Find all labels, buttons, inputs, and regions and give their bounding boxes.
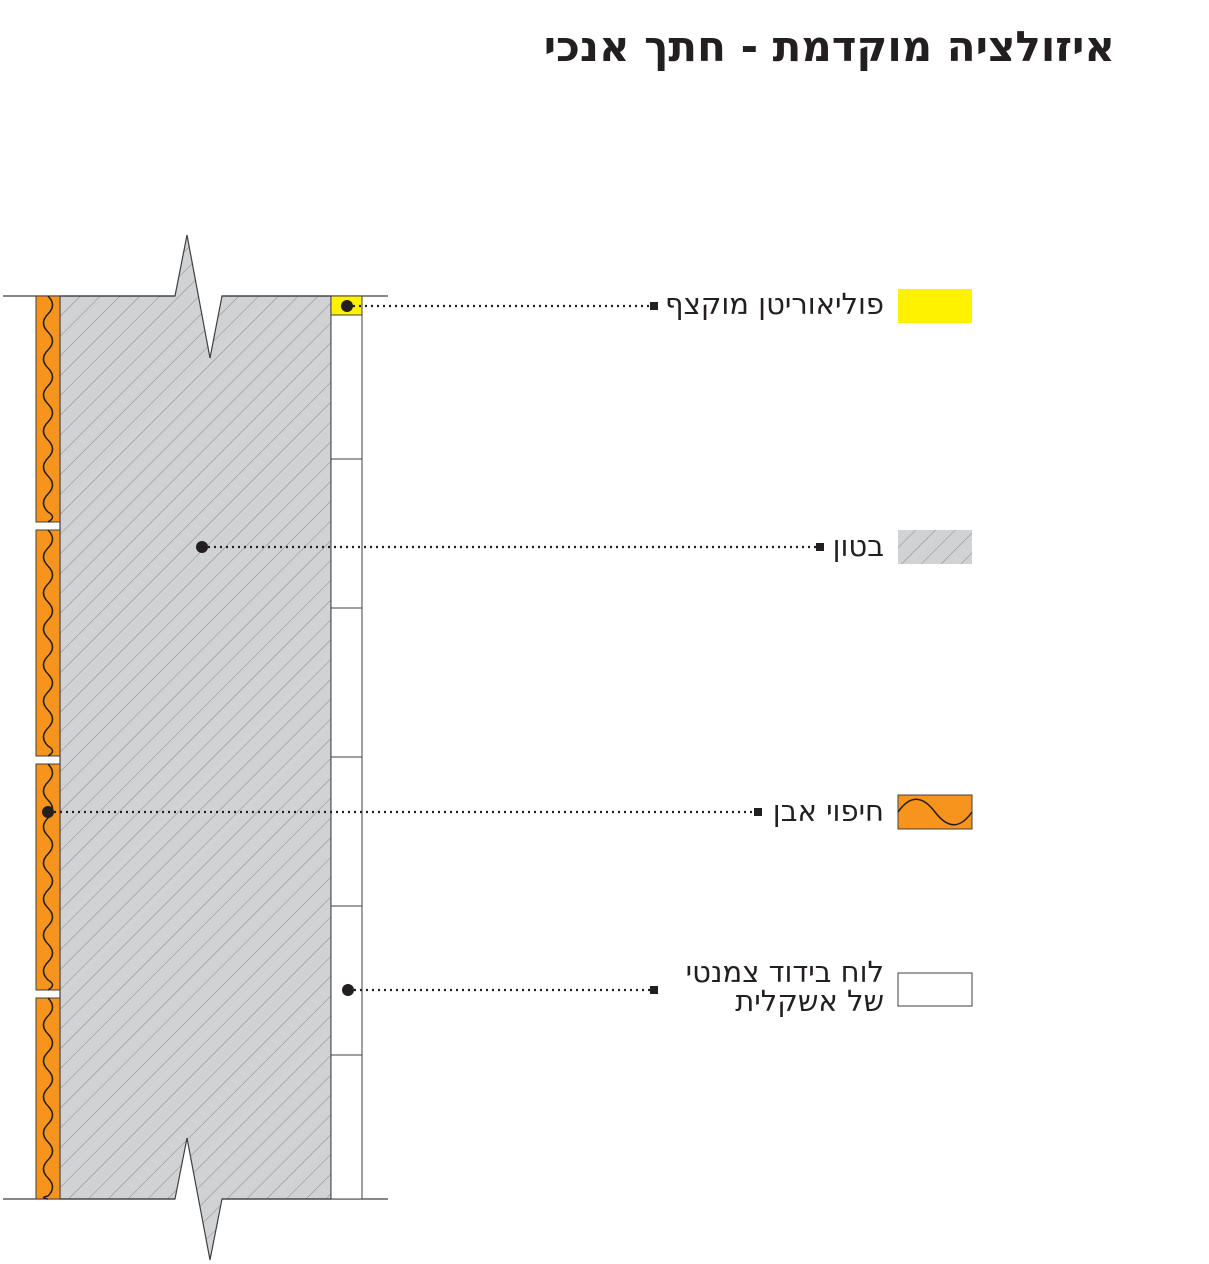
marker-dot — [341, 300, 353, 312]
legend-label-stone: חיפוי אבן — [772, 794, 884, 828]
cement-insulation-board — [330, 905, 363, 1056]
cement-insulation-board — [330, 756, 363, 907]
leader-end — [816, 543, 824, 551]
cement-insulation-board — [330, 458, 363, 609]
stone-wave — [42, 529, 54, 757]
stone-cladding-panel — [35, 763, 61, 991]
legend-label-concrete: בטון — [832, 529, 884, 563]
stone-cladding-panel — [35, 529, 61, 757]
diagram-title: איזולציה מוקדמת - חתך אנכי — [543, 22, 1115, 71]
stone-wave — [42, 763, 54, 991]
marker-dot — [42, 806, 54, 818]
cement-insulation-board — [330, 607, 363, 758]
legend-label-board-line2: של אשקלית — [735, 984, 884, 1018]
legend-swatch-concrete — [898, 530, 972, 564]
legend-swatch-stone — [897, 794, 973, 830]
legend-swatch-polyurethane — [898, 289, 972, 323]
legend-label-polyurethane: פוליאוריטן מוקצף — [665, 287, 884, 321]
stone-cladding-panel — [35, 295, 61, 523]
marker-dot — [196, 541, 208, 553]
stone-cladding-panel — [35, 997, 61, 1200]
leader-end — [754, 808, 762, 816]
cement-insulation-board — [330, 314, 363, 460]
stone-wave — [42, 997, 54, 1200]
cement-insulation-board — [330, 1054, 363, 1200]
legend-label-board-line1: לוח בידוד צמנטי — [685, 955, 884, 989]
leader-end — [650, 302, 658, 310]
marker-dot — [342, 984, 354, 996]
legend-swatch-board — [897, 972, 973, 1007]
leader-end — [650, 986, 658, 994]
concrete-wall — [59, 234, 332, 1261]
stone-wave — [42, 295, 54, 523]
